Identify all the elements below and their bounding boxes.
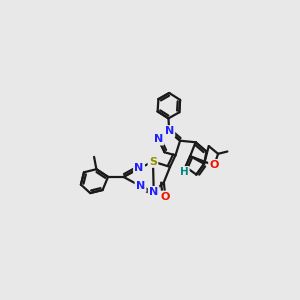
Text: S: S <box>149 157 157 166</box>
Text: H: H <box>180 167 188 177</box>
Text: O: O <box>161 192 170 202</box>
Text: N: N <box>149 187 158 197</box>
Text: N: N <box>154 134 163 144</box>
Text: N: N <box>134 164 144 173</box>
Text: N: N <box>136 181 145 191</box>
Text: N: N <box>165 127 174 136</box>
Text: O: O <box>209 160 219 170</box>
